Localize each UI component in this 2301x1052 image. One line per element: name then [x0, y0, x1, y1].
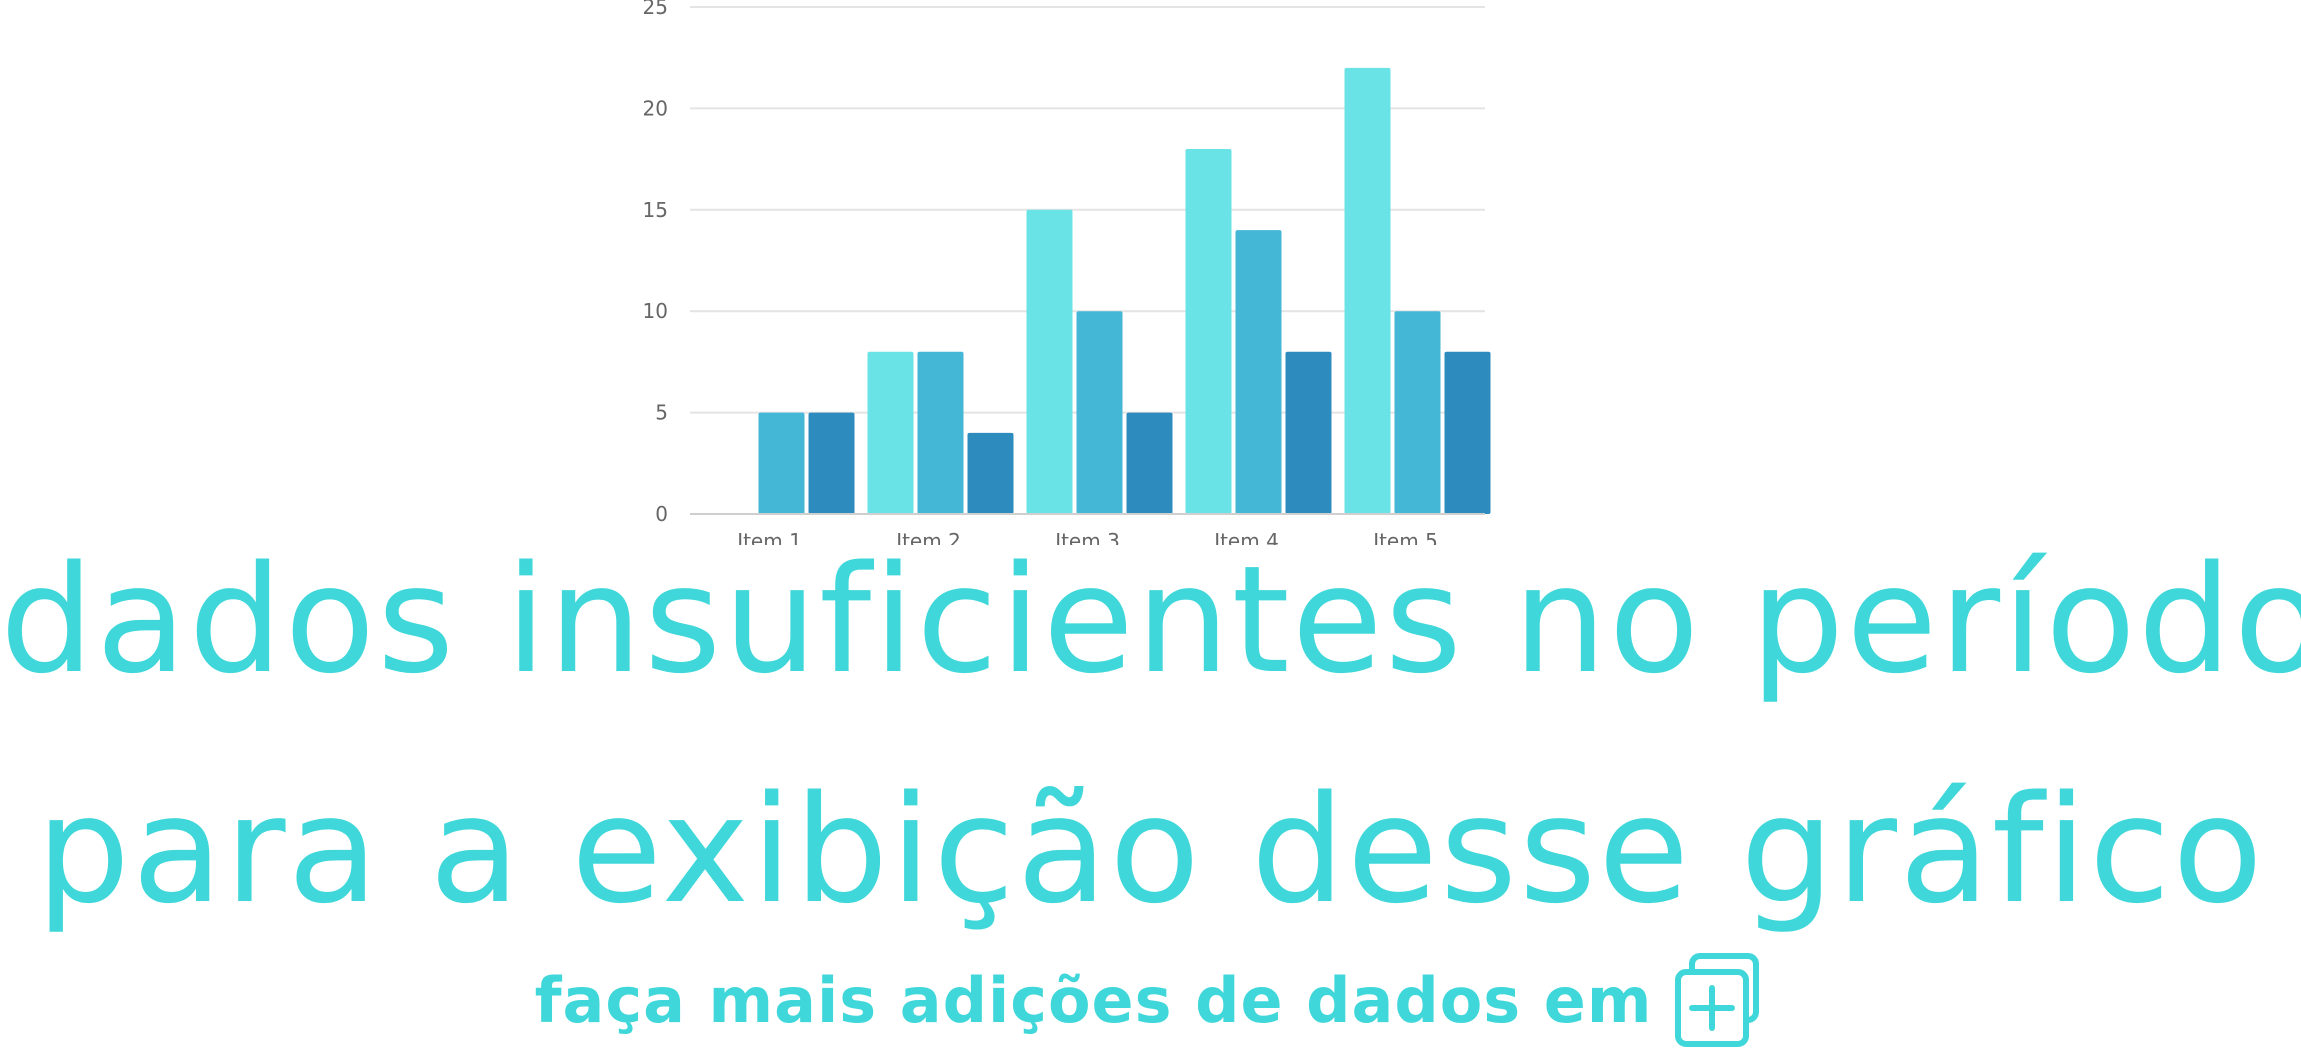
- footer-hint: faça mais adições de dados em: [0, 950, 2301, 1050]
- bar: [917, 351, 964, 514]
- bar: [1076, 311, 1123, 514]
- bar: [1026, 209, 1073, 515]
- add-data-hint-text: faça mais adições de dados em: [534, 963, 1653, 1037]
- bar: [1444, 351, 1491, 514]
- bar: [1394, 311, 1441, 514]
- y-tick-label: 20: [643, 96, 668, 120]
- bar: [758, 412, 805, 514]
- y-tick-label: 25: [643, 0, 668, 19]
- bar: [1185, 148, 1232, 514]
- bar: [1344, 67, 1391, 514]
- bar: [867, 351, 914, 514]
- y-tick-label: 15: [643, 198, 668, 222]
- bar: [1235, 230, 1282, 514]
- y-tick-label: 10: [643, 299, 668, 323]
- bar: [1126, 412, 1173, 514]
- insufficient-data-message-line1: dados insuficientes no período: [0, 534, 2301, 706]
- bar: [1285, 351, 1332, 514]
- y-tick-label: 5: [655, 401, 668, 425]
- insufficient-data-message-line2: para a exibição desse gráfico: [36, 764, 2265, 936]
- bar: [808, 412, 855, 514]
- bar: [967, 432, 1014, 514]
- y-tick-label: 0: [655, 502, 668, 526]
- chart: 0 5 10 15 20 25 Item 1 Item 2 Item 3 Item 4 Item 5: [643, 0, 1491, 553]
- add-data-icon[interactable]: [1670, 950, 1766, 1050]
